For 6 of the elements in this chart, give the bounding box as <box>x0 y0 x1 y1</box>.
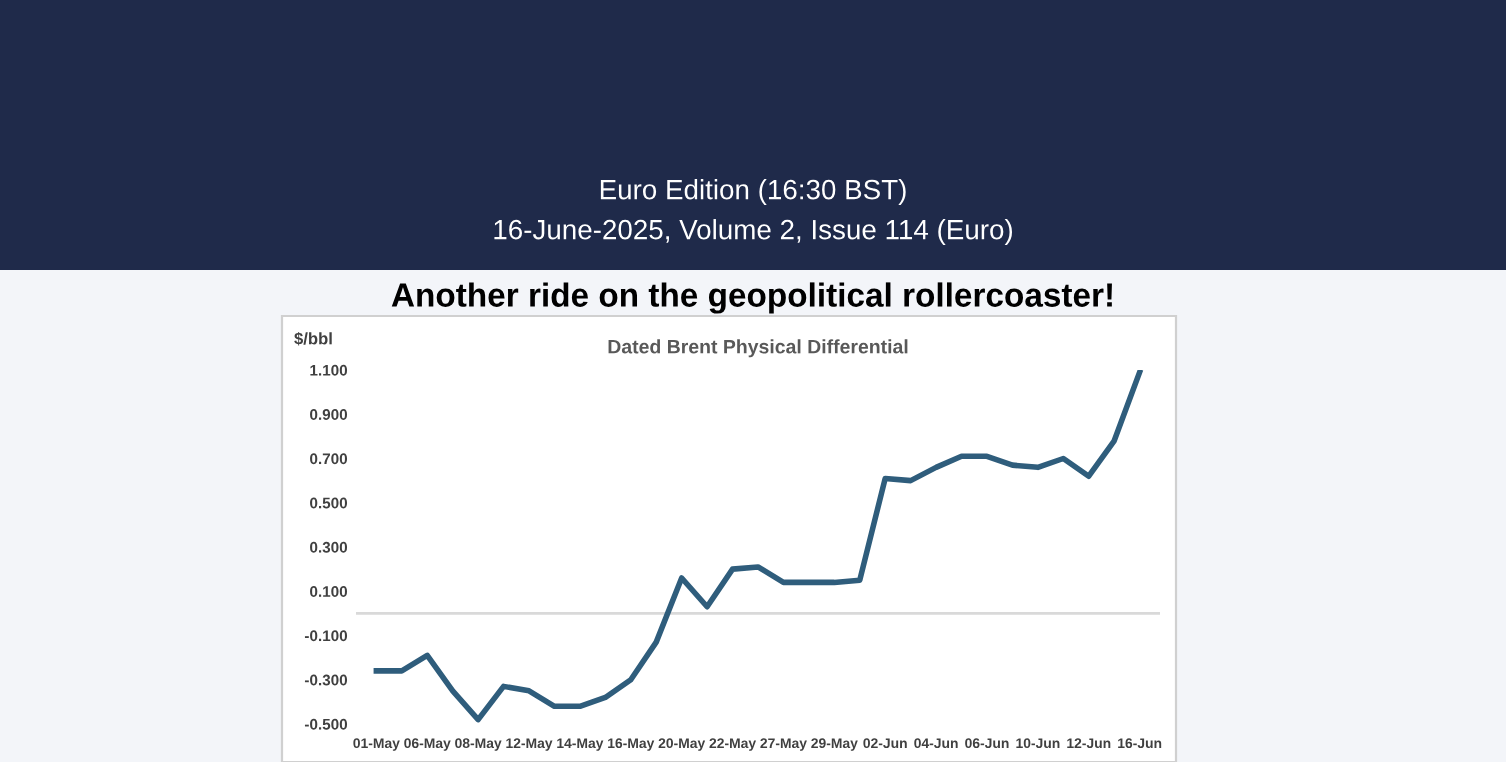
chart-title: Dated Brent Physical Differential <box>608 339 908 358</box>
y-axis-title: $/bbl <box>294 331 332 346</box>
text: Euro Edition (16:30 BST) <box>600 179 906 205</box>
text: Another ride on the geopolitical rollercoaster! <box>391 282 1112 314</box>
line-series <box>373 370 1143 723</box>
text: 16-June-2025, Volume 2, Issue 114 (Euro) <box>494 219 1013 245</box>
